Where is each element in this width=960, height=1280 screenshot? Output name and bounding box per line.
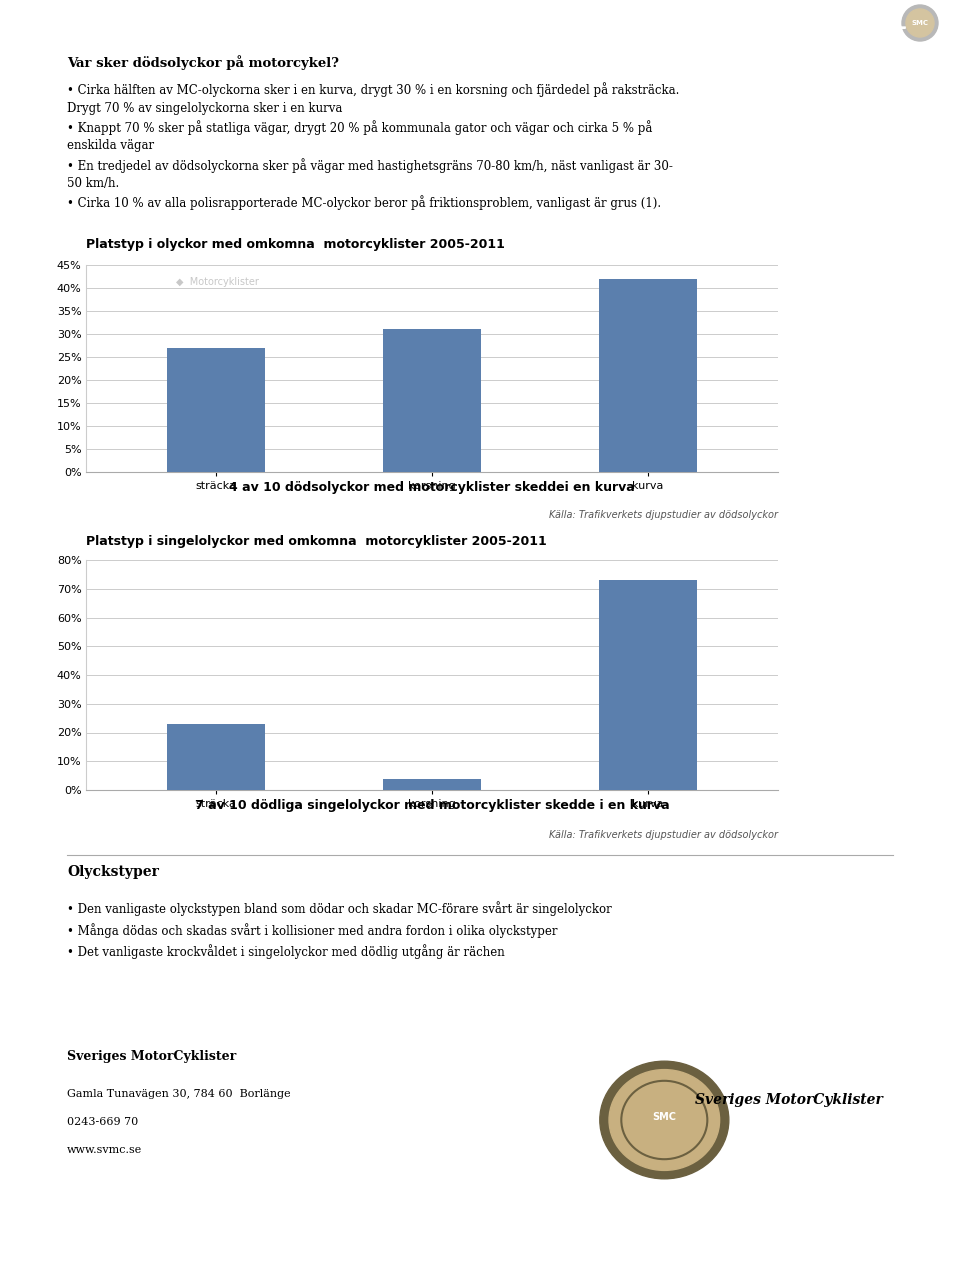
Text: SMC: SMC [653, 1112, 676, 1123]
Circle shape [906, 9, 934, 37]
Circle shape [902, 5, 938, 41]
Text: ◆  Motorcyklister: ◆ Motorcyklister [177, 278, 259, 288]
Text: Platstyp i olyckor med omkomna  motorcyklister 2005-2011: Platstyp i olyckor med omkomna motorcykl… [86, 238, 505, 251]
Text: www.svmc.se: www.svmc.se [67, 1146, 142, 1155]
Bar [599, 279, 697, 472]
Text: Sveriges MotorCyklister: Sveriges MotorCyklister [67, 1050, 236, 1062]
Bar [383, 329, 481, 472]
Circle shape [609, 1070, 720, 1170]
Text: 0243-669 70: 0243-669 70 [67, 1117, 138, 1128]
Bar [599, 580, 697, 790]
Text: SMC: SMC [911, 20, 928, 26]
Bar [167, 348, 265, 472]
Text: Var sker dödsolyckor på motorcykel?: Var sker dödsolyckor på motorcykel? [67, 55, 339, 70]
Circle shape [600, 1061, 729, 1179]
Text: Källa: Trafikverkets djupstudier av dödsolyckor: Källa: Trafikverkets djupstudier av döds… [548, 509, 778, 520]
Text: 7 av 10 dödliga singelolyckor med motorcyklister skedde i en kurva: 7 av 10 dödliga singelolyckor med motorc… [195, 799, 669, 812]
Text: SCHOOL: SCHOOL [812, 13, 908, 33]
Text: • Den vanligaste olyckstypen bland som dödar och skadar MC-förare svårt är singe: • Den vanligaste olyckstypen bland som d… [67, 901, 612, 959]
Text: Sveriges MotorCyklister: Sveriges MotorCyklister [695, 1093, 883, 1107]
Text: Olyckstyper: Olyckstyper [67, 865, 159, 879]
Text: Gamla Tunavägen 30, 784 60  Borlänge: Gamla Tunavägen 30, 784 60 Borlänge [67, 1089, 291, 1100]
Bar [167, 724, 265, 790]
Text: Platstyp i singelolyckor med omkomna  motorcyklister 2005-2011: Platstyp i singelolyckor med omkomna mot… [86, 535, 547, 548]
Text: 4 av 10 dödsolyckor med motorcyklister skeddei en kurva: 4 av 10 dödsolyckor med motorcyklister s… [229, 480, 635, 494]
Bar [383, 778, 481, 790]
Text: Källa: Trafikverkets djupstudier av dödsolyckor: Källa: Trafikverkets djupstudier av döds… [548, 829, 778, 840]
Text: • Cirka hälften av MC-olyckorna sker i en kurva, drygt 30 % i en korsning och fj: • Cirka hälften av MC-olyckorna sker i e… [67, 82, 680, 210]
